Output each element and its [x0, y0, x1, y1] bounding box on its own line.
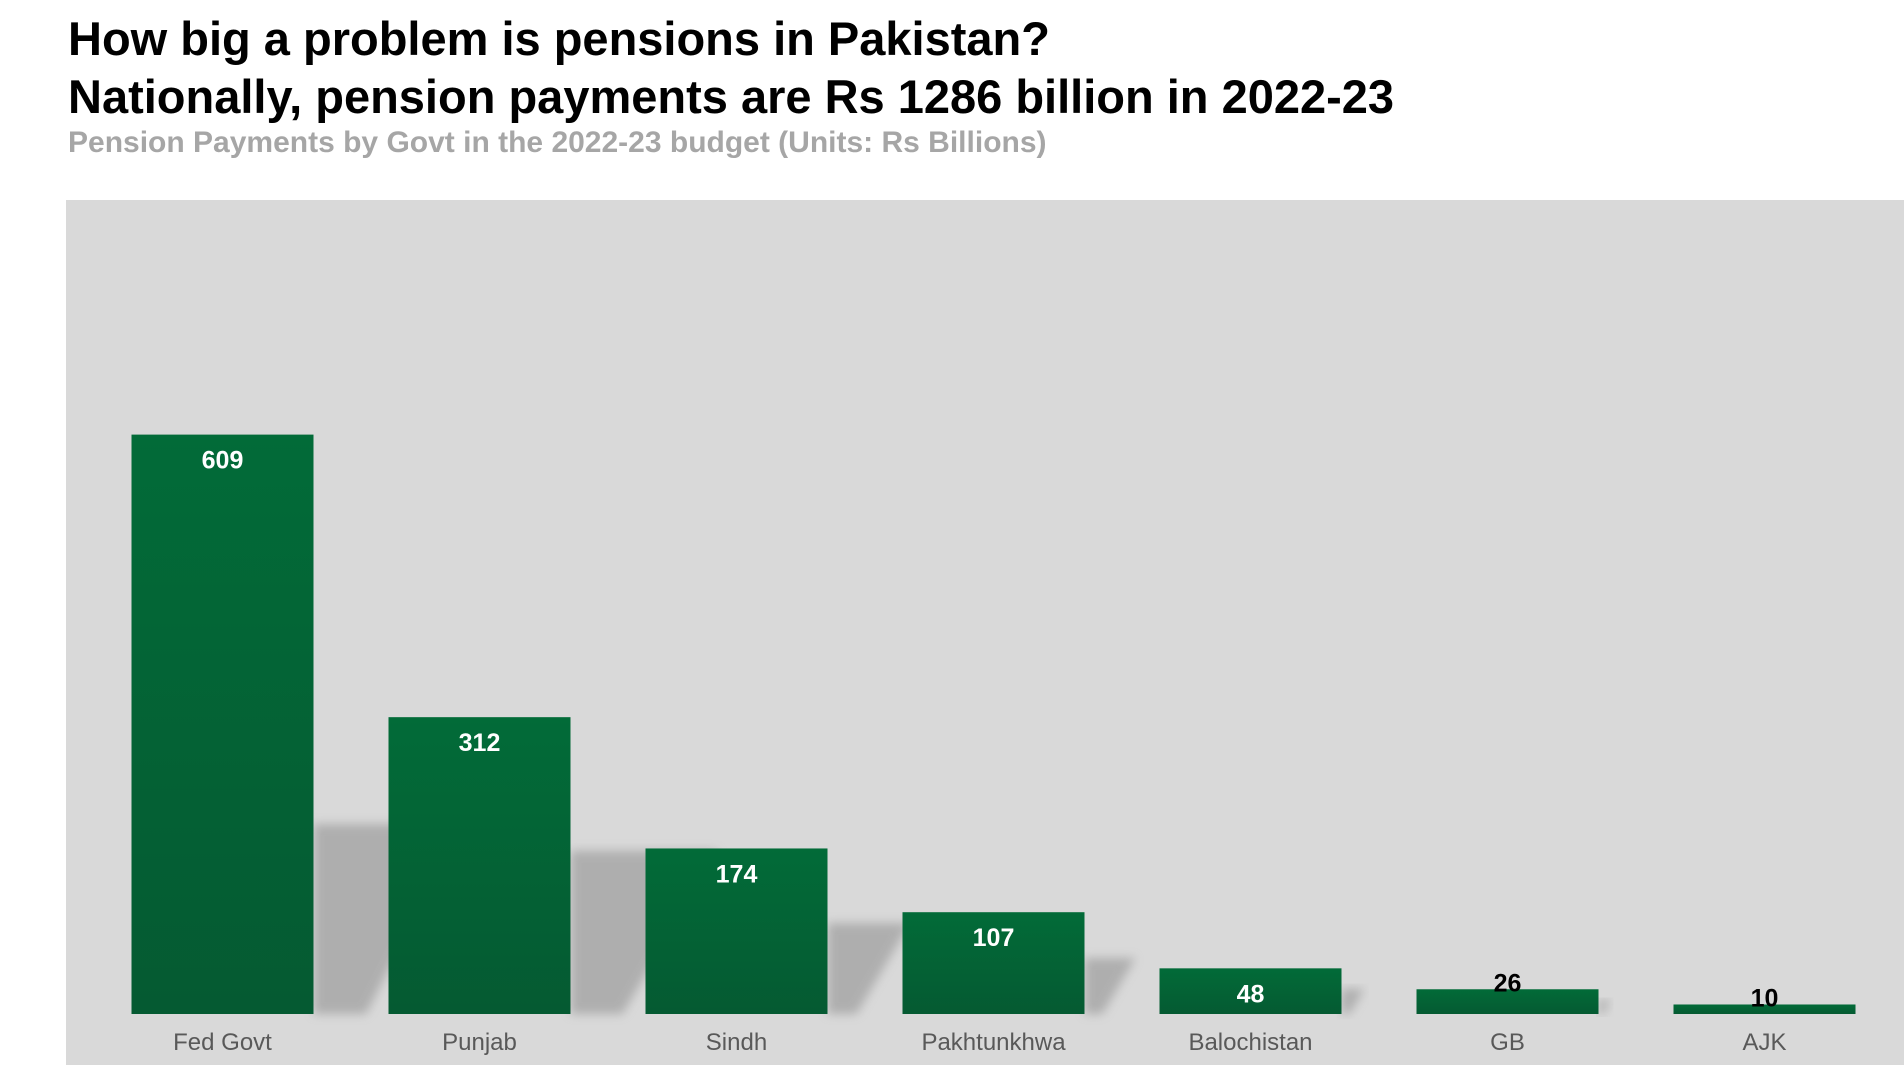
data-label: 48	[1237, 980, 1265, 1008]
bar-shadow	[827, 922, 911, 1014]
data-label: 26	[1494, 969, 1522, 997]
bar-shadow	[1341, 988, 1365, 1014]
category-label: Balochistan	[1188, 1029, 1312, 1056]
data-label: 174	[716, 860, 758, 888]
data-label: 10	[1751, 984, 1779, 1012]
data-label: 107	[973, 924, 1015, 952]
category-label: Punjab	[442, 1029, 517, 1056]
category-label: Sindh	[706, 1029, 767, 1056]
bar-punjab	[388, 717, 571, 1014]
category-label: AJK	[1742, 1029, 1786, 1056]
category-label: Fed Govt	[173, 1029, 272, 1056]
plot-area: 609 312 174 107 48 26 10 Fed Govt Punjab Sindh Pa…	[66, 200, 1904, 1065]
bar-pakhtunkhwa	[902, 912, 1085, 1014]
bar-chart: 609 312 174 107 48 26 10 Fed Govt Punjab Sindh Pa…	[131, 434, 1856, 1056]
category-label: Pakhtunkhwa	[921, 1029, 1066, 1056]
data-label: 609	[202, 447, 244, 475]
bar-fed-govt	[131, 434, 314, 1014]
chart-title-line-1: How big a problem is pensions in Pakista…	[68, 12, 1050, 65]
bar-sindh	[645, 848, 828, 1014]
bar-gb	[1416, 989, 1599, 1014]
bar-ajk	[1673, 1004, 1856, 1014]
chart-title-line-2: Nationally, pension payments are Rs 1286…	[68, 70, 1395, 123]
chart-subtitle: Pension Payments by Govt in the 2022-23 …	[68, 126, 1047, 159]
bar-balochistan	[1159, 968, 1342, 1014]
category-label: GB	[1490, 1029, 1525, 1056]
bar-shadow	[1084, 958, 1136, 1014]
bar-shadow	[1598, 1000, 1611, 1014]
data-label: 312	[459, 729, 501, 757]
